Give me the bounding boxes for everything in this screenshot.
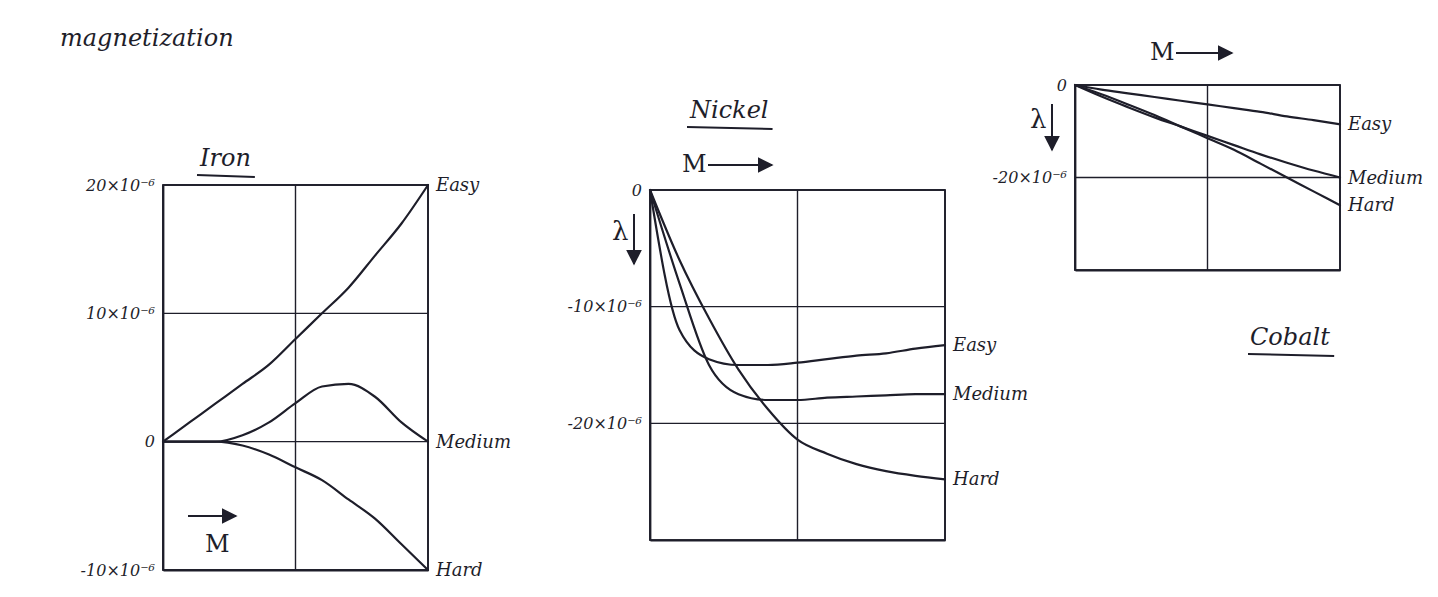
y-axis-title: λ [612, 216, 628, 246]
series-line [650, 190, 945, 479]
y-axis-line [1075, 86, 1077, 271]
grid-line-x [162, 185, 163, 570]
y-axis: -20×10⁻⁶ 0 [993, 76, 1076, 271]
series-label: Medium [952, 383, 1028, 404]
series-labels: Easy Medium Hard [435, 174, 511, 580]
panel: -20×10⁻⁶ 0 Easy Medium Hard Cobalt Mλ [993, 38, 1423, 356]
title-underline [1248, 354, 1334, 356]
grid-line-x [1074, 85, 1075, 270]
grid [163, 185, 428, 570]
x-axis-arrow [188, 515, 236, 517]
series-line [1075, 85, 1340, 205]
grid-line-x [944, 190, 945, 540]
y-axis-line [650, 191, 652, 541]
x-axis-line [651, 540, 946, 542]
grid-line-y [650, 306, 945, 307]
grid [650, 190, 945, 540]
y-tick-label: -10×10⁻⁶ [568, 297, 643, 316]
grid-line-y [163, 313, 428, 314]
series-labels: Easy Medium Hard [1347, 113, 1423, 215]
series-line [1075, 85, 1340, 124]
series-label: Hard [435, 559, 483, 580]
series-line [650, 190, 945, 365]
canvas: -10×10⁻⁶ 0 10×10⁻⁶ 20×10⁻⁶ Easy Medium Hard Iro… [0, 0, 1438, 597]
x-axis-title: M [682, 150, 707, 178]
grid-line-y [1075, 177, 1340, 178]
x-axis-title: M [205, 530, 230, 558]
series-line [163, 185, 428, 442]
background [0, 0, 1438, 597]
y-tick: 10×10⁻⁶ [86, 304, 163, 323]
title-underline [197, 175, 255, 177]
plot-frame [163, 185, 428, 570]
annotation: magnetization [60, 24, 234, 52]
y-axis-arrow [1051, 104, 1053, 150]
x-axis-arrow [1176, 52, 1232, 54]
plot-frame [1075, 85, 1340, 270]
grid-line-y [163, 184, 428, 185]
series-line [163, 442, 428, 570]
y-tick: 0 [145, 432, 163, 451]
grid-line-y [650, 423, 945, 424]
grid-line-y [650, 189, 945, 190]
y-tick: -10×10⁻⁶ [81, 561, 163, 580]
series-labels: Easy Medium Hard [952, 334, 1028, 489]
grid-line-y [1075, 84, 1340, 85]
panel: -20×10⁻⁶ -10×10⁻⁶ 0 Easy Medium Hard Nickel Mλ [568, 96, 1028, 541]
y-tick-label: -20×10⁻⁶ [993, 168, 1068, 187]
x-axis-line [1076, 270, 1341, 272]
grid-line-x [295, 185, 296, 570]
plot-frame [650, 190, 945, 540]
y-axis-title: λ [1030, 104, 1046, 134]
y-tick-label: 0 [1057, 76, 1067, 95]
y-tick: -20×10⁻⁶ [568, 414, 650, 433]
series-label: Hard [952, 468, 1000, 489]
grid-line-x [649, 190, 650, 540]
y-tick: -20×10⁻⁶ [993, 168, 1075, 187]
y-axis-arrow [633, 214, 635, 264]
y-tick-label: -20×10⁻⁶ [568, 414, 643, 433]
y-axis-line [163, 186, 165, 571]
series-line [650, 190, 945, 400]
panel-title: Nickel [689, 96, 769, 124]
y-tick-label: 20×10⁻⁶ [85, 176, 156, 195]
x-axis [651, 540, 946, 542]
y-tick-label: -10×10⁻⁶ [81, 561, 156, 580]
series-label: Medium [1347, 167, 1423, 188]
series-label: Hard [1347, 194, 1395, 215]
panel-title: Iron [199, 144, 251, 172]
x-axis [164, 570, 429, 572]
panel: -10×10⁻⁶ 0 10×10⁻⁶ 20×10⁻⁶ Easy Medium Hard Iro… [60, 24, 511, 580]
y-axis: -10×10⁻⁶ 0 10×10⁻⁶ 20×10⁻⁶ [81, 176, 164, 580]
grid-line-y [163, 569, 428, 570]
grid [1075, 85, 1340, 270]
y-tick-label: 10×10⁻⁶ [86, 304, 156, 323]
x-axis [1076, 270, 1341, 272]
y-tick-label: 0 [145, 432, 155, 451]
title-underline [687, 127, 773, 129]
series-label: Medium [435, 431, 511, 452]
panel-title: Cobalt [1250, 323, 1330, 351]
y-tick: 0 [1057, 76, 1075, 95]
y-axis: -20×10⁻⁶ -10×10⁻⁶ 0 [568, 181, 651, 541]
plot-area [1075, 85, 1340, 205]
x-axis-title: M [1150, 38, 1175, 66]
series-label: Easy [435, 174, 480, 195]
y-tick: 20×10⁻⁶ [85, 176, 163, 195]
series-line [163, 384, 428, 442]
y-tick: 0 [632, 181, 650, 200]
x-axis-line [164, 570, 429, 572]
y-tick-label: 0 [632, 181, 642, 200]
series-label: Easy [1347, 113, 1392, 134]
y-tick: -10×10⁻⁶ [568, 297, 650, 316]
series-label: Easy [952, 334, 997, 355]
grid-line-x [797, 190, 798, 540]
plot-area [163, 185, 428, 570]
plot-area [650, 190, 945, 479]
grid-line-x [427, 185, 428, 570]
x-axis-arrow [708, 164, 772, 166]
